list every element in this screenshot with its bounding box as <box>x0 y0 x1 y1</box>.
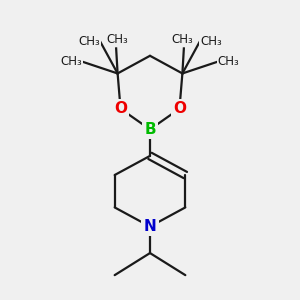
Text: CH₃: CH₃ <box>172 33 193 46</box>
Text: B: B <box>144 122 156 137</box>
Text: CH₃: CH₃ <box>200 34 222 48</box>
Text: CH₃: CH₃ <box>61 55 82 68</box>
Text: O: O <box>173 101 186 116</box>
Text: CH₃: CH₃ <box>218 55 239 68</box>
Text: CH₃: CH₃ <box>78 34 100 48</box>
Text: O: O <box>114 101 127 116</box>
Text: CH₃: CH₃ <box>107 33 128 46</box>
Text: N: N <box>144 219 156 234</box>
